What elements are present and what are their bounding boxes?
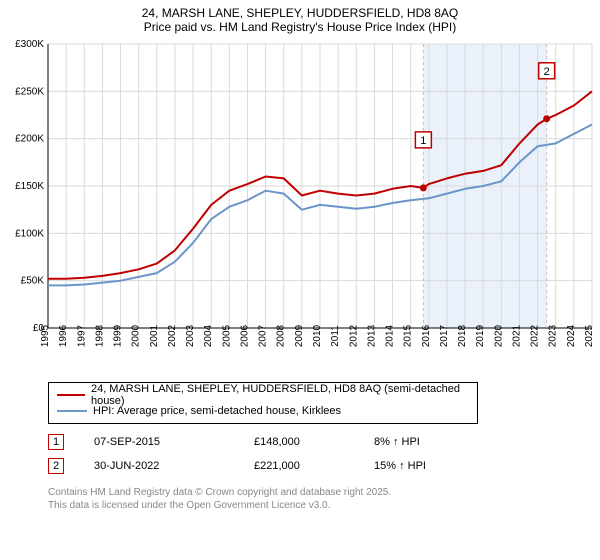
marker-row-tag: 1 bbox=[48, 434, 64, 450]
y-tick-label: £200K bbox=[15, 134, 44, 145]
y-tick-label: £150K bbox=[15, 181, 44, 192]
line-chart-svg: £0£50K£100K£150K£200K£250K£300K199519961… bbox=[0, 36, 600, 376]
marker-table: 1 07-SEP-2015£148,0008% ↑ HPI 2 30-JUN-2022… bbox=[48, 432, 600, 476]
marker-tag-label: 1 bbox=[420, 135, 426, 147]
legend-box: 24, MARSH LANE, SHEPLEY, HUDDERSFIELD, H… bbox=[48, 382, 478, 424]
marker-dot bbox=[543, 115, 550, 122]
legend-swatch bbox=[57, 394, 85, 396]
marker-row-date: 30-JUN-2022 bbox=[94, 460, 254, 472]
marker-row-delta: 8% ↑ HPI bbox=[374, 436, 494, 448]
chart-area: £0£50K£100K£150K£200K£250K£300K199519961… bbox=[0, 36, 600, 376]
marker-data-row: 1 07-SEP-2015£148,0008% ↑ HPI bbox=[48, 432, 600, 452]
legend-label: HPI: Average price, semi-detached house,… bbox=[93, 405, 341, 417]
marker-row-date: 07-SEP-2015 bbox=[94, 436, 254, 448]
y-tick-label: £250K bbox=[15, 86, 44, 97]
title-line-1: 24, MARSH LANE, SHEPLEY, HUDDERSFIELD, H… bbox=[0, 6, 600, 20]
footer-line-1: Contains HM Land Registry data © Crown c… bbox=[48, 486, 600, 499]
y-tick-label: £100K bbox=[15, 228, 44, 239]
marker-data-row: 2 30-JUN-2022£221,00015% ↑ HPI bbox=[48, 456, 600, 476]
marker-dot bbox=[420, 184, 427, 191]
legend-row: 24, MARSH LANE, SHEPLEY, HUDDERSFIELD, H… bbox=[57, 387, 469, 403]
legend-label: 24, MARSH LANE, SHEPLEY, HUDDERSFIELD, H… bbox=[91, 383, 469, 407]
marker-row-delta: 15% ↑ HPI bbox=[374, 460, 494, 472]
footer-attribution: Contains HM Land Registry data © Crown c… bbox=[48, 486, 600, 512]
y-tick-label: £300K bbox=[15, 39, 44, 50]
y-tick-label: £50K bbox=[21, 276, 45, 287]
marker-tag-label: 2 bbox=[544, 66, 550, 78]
marker-row-price: £148,000 bbox=[254, 436, 374, 448]
legend-swatch bbox=[57, 410, 87, 412]
footer-line-2: This data is licensed under the Open Gov… bbox=[48, 499, 600, 512]
chart-title-block: 24, MARSH LANE, SHEPLEY, HUDDERSFIELD, H… bbox=[0, 0, 600, 36]
marker-row-tag: 2 bbox=[48, 458, 64, 474]
title-line-2: Price paid vs. HM Land Registry's House … bbox=[0, 20, 600, 34]
marker-row-price: £221,000 bbox=[254, 460, 374, 472]
